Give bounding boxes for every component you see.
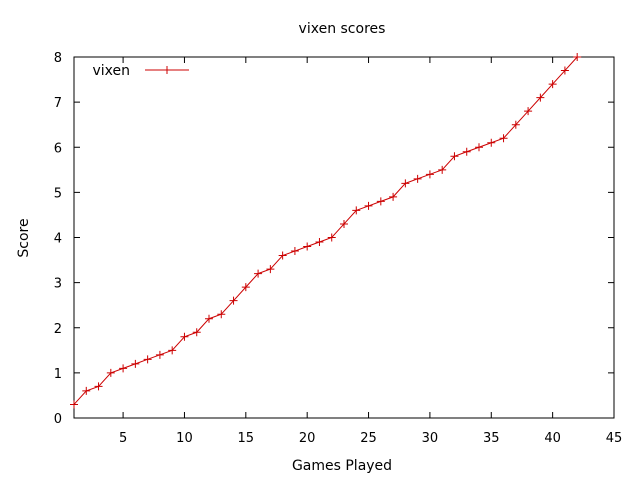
data-point: [180, 332, 189, 341]
y-tick-label: 1: [54, 367, 62, 382]
x-tick-label: 5: [119, 431, 127, 446]
x-tick-label: 20: [299, 431, 316, 446]
data-point: [143, 355, 152, 364]
data-point: [106, 368, 115, 377]
data-point: [462, 147, 471, 156]
x-tick-label: 40: [544, 431, 561, 446]
x-tick-label: 45: [606, 431, 623, 446]
y-tick-label: 4: [54, 232, 62, 247]
data-point: [254, 269, 263, 278]
x-tick-label: 35: [483, 431, 500, 446]
data-point: [425, 170, 434, 179]
series-vixen: [70, 53, 582, 409]
data-point: [303, 242, 312, 251]
data-point: [205, 314, 213, 323]
data-point: [278, 251, 287, 260]
data-point: [94, 382, 103, 391]
data-point: [119, 364, 128, 373]
data-point: [131, 359, 140, 368]
series-line: [73, 56, 578, 405]
legend-label: vixen: [92, 63, 130, 79]
data-point: [389, 192, 398, 201]
data-point: [327, 233, 336, 242]
data-point: [217, 310, 226, 319]
data-point: [450, 152, 459, 161]
data-point: [560, 66, 569, 75]
data-point: [266, 265, 275, 274]
data-point: [499, 134, 508, 143]
data-point: [524, 107, 533, 116]
data-point: [241, 283, 250, 292]
y-tick-label: 6: [54, 141, 62, 156]
y-axis-title: Score: [16, 218, 32, 257]
data-point: [364, 201, 373, 210]
data-point: [352, 206, 361, 215]
data-point: [155, 350, 164, 359]
x-axis: 5 10 15 20 25 30 35 40 45: [119, 57, 622, 446]
series-layer: [70, 53, 582, 409]
data-point: [487, 138, 496, 147]
y-tick-label: 7: [54, 96, 62, 111]
data-point: [438, 165, 447, 174]
data-point: [168, 346, 177, 355]
y-tick-label: 5: [54, 186, 62, 201]
chart-title: vixen scores: [299, 21, 386, 37]
data-point: [548, 80, 557, 89]
y-tick-label: 2: [54, 322, 62, 337]
y-tick-label: 0: [54, 412, 62, 427]
data-point: [340, 219, 348, 228]
x-tick-label: 25: [360, 431, 377, 446]
y-tick-label: 8: [54, 51, 62, 66]
data-point: [376, 197, 385, 206]
data-point: [290, 247, 299, 256]
x-tick-label: 15: [238, 431, 255, 446]
legend-marker: [163, 66, 171, 74]
y-tick-label: 3: [54, 277, 62, 292]
data-point: [475, 143, 483, 152]
data-point: [536, 93, 545, 102]
data-point: [82, 386, 91, 395]
data-point: [229, 296, 238, 305]
x-tick-label: 30: [422, 431, 439, 446]
data-point: [511, 120, 520, 129]
data-point: [192, 328, 201, 337]
data-point: [70, 400, 78, 409]
legend: vixen: [92, 63, 189, 79]
data-point: [401, 179, 410, 188]
x-axis-title: Games Played: [292, 458, 392, 474]
data-point: [315, 238, 324, 247]
data-point: [573, 53, 582, 61]
x-tick-label: 10: [176, 431, 193, 446]
y-axis: 0 1 2 3 4 5 6 7 8: [54, 51, 614, 427]
data-point: [413, 174, 422, 183]
